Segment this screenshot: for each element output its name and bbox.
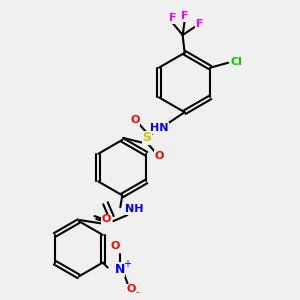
- Text: O: O: [102, 214, 111, 224]
- Text: O: O: [154, 151, 164, 161]
- Text: O: O: [130, 115, 140, 125]
- Text: F: F: [181, 11, 188, 21]
- Text: N: N: [114, 263, 125, 276]
- Text: F: F: [169, 13, 176, 23]
- Text: S: S: [142, 131, 152, 144]
- Text: Cl: Cl: [230, 57, 242, 67]
- Text: O: O: [111, 241, 120, 251]
- Text: +: +: [124, 259, 131, 269]
- Text: O: O: [127, 284, 136, 294]
- Text: -: -: [136, 287, 139, 297]
- Text: F: F: [196, 19, 203, 29]
- Text: NH: NH: [125, 204, 143, 214]
- Text: HN: HN: [150, 123, 168, 133]
